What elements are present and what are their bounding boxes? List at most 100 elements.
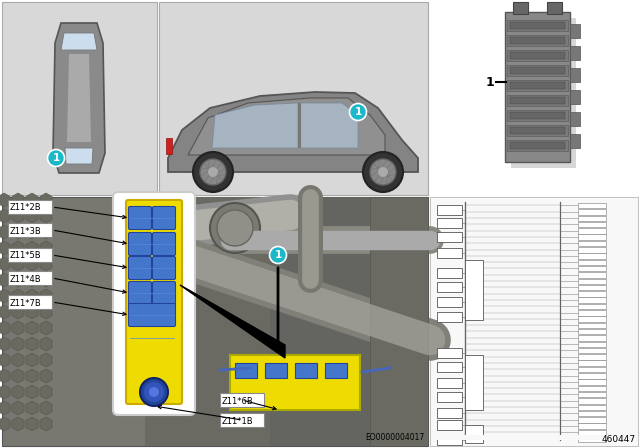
Polygon shape (26, 353, 38, 367)
Polygon shape (12, 225, 24, 239)
Circle shape (210, 203, 260, 253)
Polygon shape (12, 241, 24, 255)
FancyBboxPatch shape (129, 207, 152, 229)
Text: Z11*6B: Z11*6B (222, 396, 253, 405)
Bar (578, 335, 606, 341)
Bar (578, 411, 606, 416)
Polygon shape (12, 385, 24, 399)
Bar (230, 355, 360, 410)
Bar (578, 209, 606, 215)
Bar (8, 200, 52, 214)
Bar (437, 435, 634, 440)
Bar (507, 140, 568, 151)
Circle shape (349, 103, 367, 121)
Bar (437, 408, 462, 418)
Text: 1: 1 (355, 107, 362, 117)
Bar (511, 18, 576, 168)
Bar (570, 68, 580, 82)
Polygon shape (0, 385, 10, 399)
Bar (578, 254, 606, 259)
FancyBboxPatch shape (152, 281, 175, 305)
Polygon shape (40, 193, 52, 207)
Bar (578, 436, 606, 442)
Bar (578, 304, 606, 309)
Polygon shape (40, 273, 52, 287)
Bar (295, 363, 317, 378)
Polygon shape (188, 98, 385, 155)
Bar (159, 2, 428, 195)
Bar (507, 35, 568, 46)
Polygon shape (40, 401, 52, 415)
Bar (265, 363, 287, 378)
Bar (578, 222, 606, 228)
Bar (220, 393, 264, 407)
Bar (430, 2, 638, 195)
Bar (430, 197, 638, 446)
Polygon shape (26, 417, 38, 431)
Polygon shape (0, 353, 10, 367)
Bar (578, 367, 606, 372)
Bar (437, 205, 462, 215)
Polygon shape (12, 289, 24, 303)
Polygon shape (0, 193, 10, 207)
Bar (437, 362, 462, 372)
Bar (505, 12, 570, 162)
Polygon shape (40, 225, 52, 239)
Bar (510, 22, 565, 29)
Polygon shape (26, 209, 38, 223)
Bar (578, 392, 606, 397)
FancyBboxPatch shape (152, 207, 175, 229)
Polygon shape (300, 103, 358, 148)
Bar (465, 260, 483, 320)
FancyBboxPatch shape (129, 257, 152, 280)
Polygon shape (12, 401, 24, 415)
Bar (437, 348, 462, 358)
Polygon shape (61, 33, 97, 50)
Bar (578, 241, 606, 246)
Bar (510, 82, 565, 89)
Polygon shape (12, 321, 24, 335)
Bar (578, 423, 606, 429)
Bar (2, 2, 157, 195)
Text: Z11*1B: Z11*1B (222, 417, 253, 426)
Polygon shape (26, 241, 38, 255)
Text: 1: 1 (52, 153, 60, 163)
Circle shape (140, 378, 168, 406)
Bar (507, 65, 568, 76)
Bar (510, 127, 565, 134)
Polygon shape (40, 241, 52, 255)
Circle shape (363, 152, 403, 192)
Bar (437, 232, 462, 242)
Bar (465, 425, 483, 443)
Bar (437, 435, 462, 445)
Bar (507, 110, 568, 121)
FancyBboxPatch shape (126, 200, 182, 404)
Polygon shape (26, 369, 38, 383)
Bar (578, 285, 606, 290)
Bar (578, 260, 606, 265)
Text: 1: 1 (485, 76, 494, 89)
Bar (570, 134, 580, 148)
Bar (8, 271, 52, 285)
Circle shape (193, 152, 233, 192)
Polygon shape (12, 257, 24, 271)
Bar (437, 392, 462, 402)
Bar (8, 223, 52, 237)
Bar (298, 103, 301, 148)
Polygon shape (12, 305, 24, 319)
FancyBboxPatch shape (129, 233, 152, 255)
Bar (578, 386, 606, 391)
Polygon shape (12, 209, 24, 223)
Bar (578, 215, 606, 221)
Polygon shape (0, 241, 10, 255)
Bar (465, 355, 483, 410)
Polygon shape (12, 417, 24, 431)
Bar (578, 348, 606, 353)
Text: Z11*4B: Z11*4B (10, 275, 42, 284)
Bar (570, 24, 580, 38)
Polygon shape (53, 23, 105, 173)
Bar (578, 316, 606, 322)
Bar (578, 417, 606, 423)
Circle shape (217, 210, 253, 246)
Bar (547, 2, 562, 14)
